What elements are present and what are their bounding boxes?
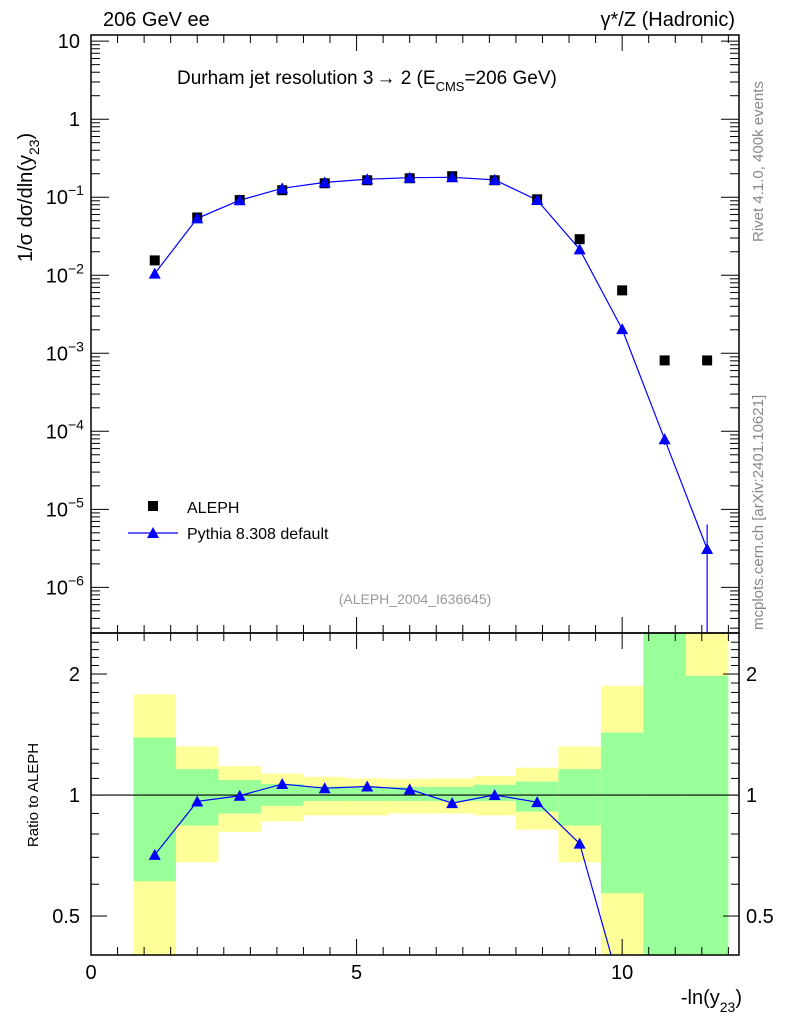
y-tick-label: 10	[46, 577, 68, 599]
main-plot	[148, 171, 714, 633]
pythia-point	[191, 212, 204, 224]
inner-band-bin	[643, 633, 686, 955]
ratio-frame	[90, 632, 740, 956]
x-tick-label: 10	[611, 962, 633, 984]
legend-pythia-marker	[147, 527, 159, 538]
ratio-y-tick-label-right: 1	[746, 785, 757, 807]
y-axis-label: 1/σ dσ/dln(y23)	[15, 133, 42, 262]
x-tick-label: 0	[85, 962, 96, 984]
pythia-point	[658, 433, 671, 445]
y-tick-label: 10	[46, 343, 68, 365]
rivet-label: Rivet 4.1.0, 400k events	[750, 81, 767, 242]
header-left: 206 GeV ee	[103, 9, 210, 31]
x-axis-label: -ln(y23)	[681, 987, 742, 1015]
ratio-bands	[133, 633, 729, 955]
ratio-y-tick-label: 1	[69, 785, 80, 807]
ratio-point	[573, 837, 586, 849]
pythia-point	[573, 243, 586, 255]
pythia-point	[488, 173, 501, 185]
pythia-point	[616, 323, 629, 335]
y-tick-label: 10	[46, 421, 68, 443]
ratio-point	[148, 848, 161, 860]
ratio-y-tick-label-right: 0.5	[746, 906, 774, 928]
inner-band-bin	[345, 787, 389, 802]
header-right: γ*/Z (Hadronic)	[601, 9, 735, 31]
ratio-y-tick-label: 2	[69, 664, 80, 686]
ratio-point	[233, 789, 246, 801]
y-tick-exponent: −4	[68, 416, 84, 432]
y-tick-label: 10	[46, 499, 68, 521]
ratio-y-tick-label: 0.5	[52, 906, 80, 928]
plot-title: Durham jet resolution 3 → 2 (ECMS=206 GeV…	[177, 68, 557, 94]
x-tick-label: 5	[351, 962, 362, 984]
mcplots-label: mcplots.cern.ch [arXiv:2401.10621]	[750, 395, 767, 630]
ratio-line	[154, 783, 612, 956]
pythia-line	[154, 176, 708, 550]
legend-aleph-label: ALEPH	[187, 500, 239, 517]
ratio-point	[446, 797, 459, 809]
pythia-point	[148, 267, 161, 279]
inner-band-bin	[685, 675, 729, 955]
ratio-point	[403, 783, 416, 795]
aleph-point	[702, 355, 713, 366]
pythia-point	[446, 171, 459, 183]
aleph-point	[617, 285, 628, 296]
aleph-point	[149, 255, 160, 266]
inner-band-bin	[558, 769, 601, 826]
inner-band-bin	[600, 732, 644, 894]
y-tick-label: 10	[46, 265, 68, 287]
pythia-point	[276, 182, 289, 194]
pythia-point	[531, 194, 544, 206]
ratio-point	[361, 780, 374, 792]
y-tick-exponent: −5	[68, 494, 84, 510]
ratio-point	[276, 778, 289, 790]
aleph-point	[659, 355, 670, 366]
pythia-point	[233, 194, 246, 206]
inner-band-bin	[303, 786, 346, 802]
watermark: (ALEPH_2004_I636645)	[339, 591, 492, 607]
inner-band-bin	[430, 787, 474, 802]
ratio-y-tick-label-right: 2	[746, 664, 757, 686]
legend-aleph-marker	[148, 501, 158, 511]
aleph-point	[574, 234, 585, 245]
ratio-point	[318, 782, 331, 794]
pythia-point	[318, 176, 331, 188]
ratio-plot	[91, 778, 739, 956]
y-tick-exponent: −3	[68, 338, 84, 354]
y-tick-exponent: −6	[68, 572, 84, 588]
y-tick-exponent: −1	[68, 182, 84, 198]
pythia-point	[403, 171, 416, 183]
y-tick-label: 1	[69, 109, 80, 131]
legend-pythia-label: Pythia 8.308 default	[187, 526, 329, 543]
main-frame	[90, 34, 740, 634]
ratio-point	[191, 795, 204, 807]
pythia-point	[701, 543, 714, 555]
ratio-point	[488, 789, 501, 801]
y-tick-label: 10	[46, 187, 68, 209]
legend: ALEPH Pythia 8.308 default	[128, 500, 329, 543]
pythia-point	[361, 173, 374, 185]
y-tick-label: 10	[58, 31, 80, 53]
y-tick-exponent: −2	[68, 260, 84, 276]
ratio-axis-label: Ratio to ALEPH	[25, 743, 42, 847]
ratio-point	[531, 796, 544, 808]
